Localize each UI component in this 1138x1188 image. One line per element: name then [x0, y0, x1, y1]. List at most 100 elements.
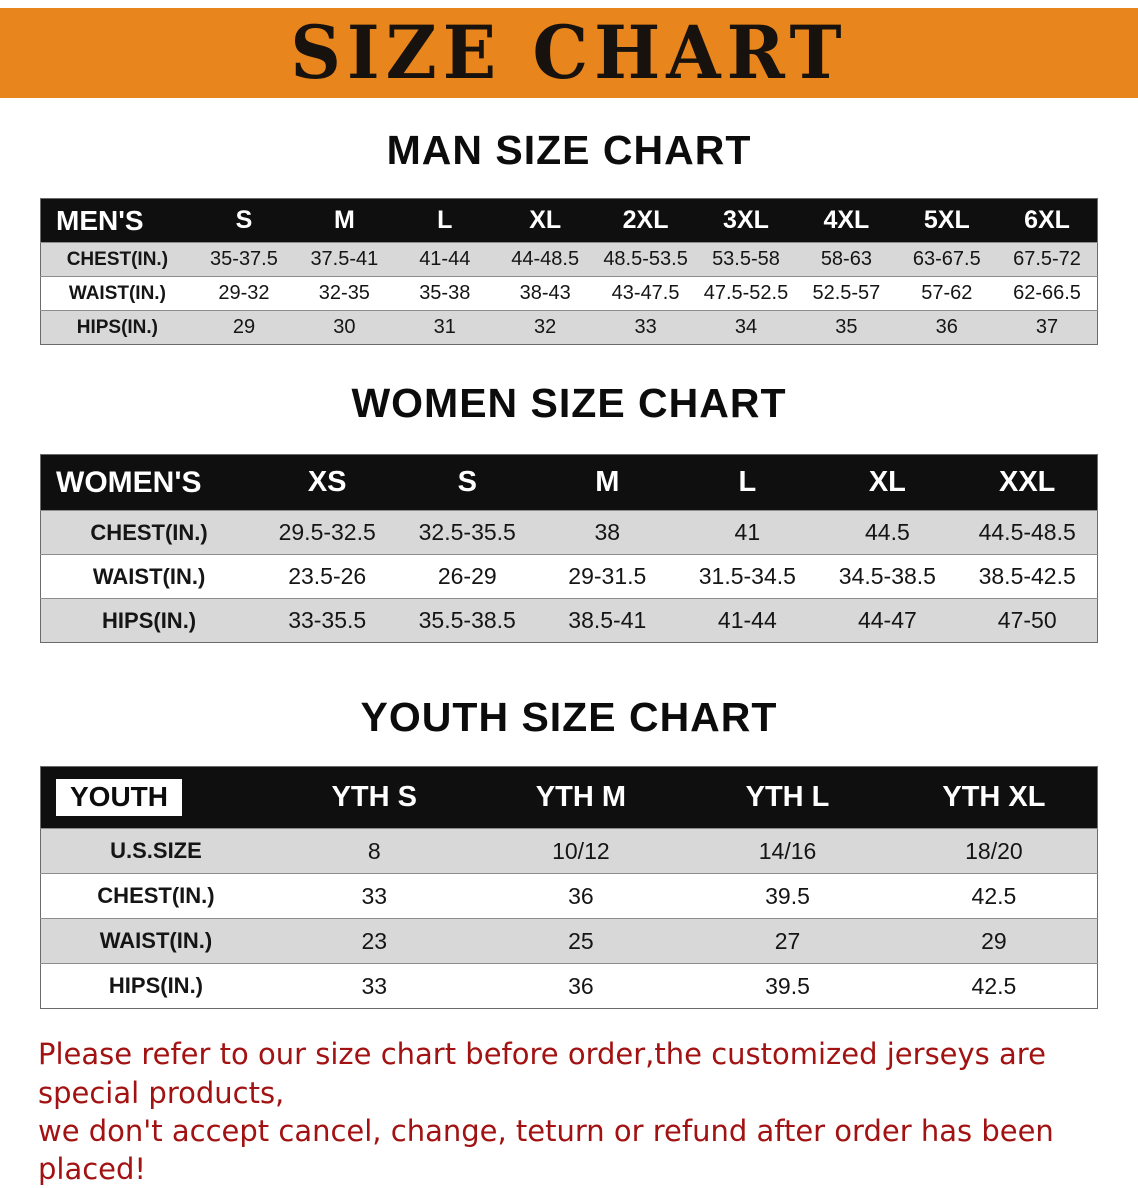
size-column-header: M — [537, 454, 678, 511]
size-column-header: L — [677, 454, 818, 511]
table-row: U.S.SIZE 8 10/12 14/16 18/20 — [40, 828, 1098, 874]
size-value: 48.5-53.5 — [595, 242, 696, 277]
size-value: 38.5-41 — [537, 598, 678, 643]
size-value: 34.5-38.5 — [817, 554, 958, 599]
size-value: 29.5-32.5 — [257, 510, 398, 555]
size-column-header: 5XL — [896, 198, 997, 243]
disclaimer-text: Please refer to our size chart before or… — [0, 1009, 1138, 1188]
size-value: 33 — [595, 310, 696, 345]
size-column-header: 2XL — [595, 198, 696, 243]
size-value: 32 — [494, 310, 596, 345]
size-value: 35.5-38.5 — [397, 598, 538, 643]
size-chart-banner: SIZE CHART — [0, 8, 1138, 98]
size-value: 14/16 — [684, 828, 891, 874]
table-row: HIPS(IN.) 33-35.5 35.5-38.5 38.5-41 41-44 44-… — [40, 598, 1098, 643]
size-value: 29-32 — [193, 276, 295, 311]
size-value: 35 — [796, 310, 897, 345]
table-row: CHEST(IN.) 35-37.5 37.5-41 41-44 44-48.5 48.5… — [40, 242, 1098, 277]
table-row: CHEST(IN.) 29.5-32.5 32.5-35.5 38 41 44.5 44.5… — [40, 510, 1098, 555]
man-size-chart-title: MAN SIZE CHART — [386, 127, 752, 173]
table-row: WAIST(IN.) 23.5-26 26-29 29-31.5 31.5-34.5 34… — [40, 554, 1098, 599]
table-corner-label: YOUTH — [40, 766, 271, 829]
size-value: 58-63 — [796, 242, 897, 277]
table-row: CHEST(IN.) 33 36 39.5 42.5 — [40, 873, 1098, 919]
size-value: 29 — [193, 310, 295, 345]
size-value: 38 — [537, 510, 678, 555]
banner-title: SIZE CHART — [290, 8, 848, 97]
size-value: 44.5 — [817, 510, 958, 555]
table-row: HIPS(IN.) 29 30 31 32 33 34 35 36 37 — [40, 310, 1098, 345]
size-value: 31 — [394, 310, 495, 345]
size-value: 39.5 — [684, 963, 891, 1009]
size-column-header: YTH S — [270, 766, 478, 829]
size-value: 36 — [477, 963, 685, 1009]
row-label: WAIST(IN.) — [40, 276, 194, 311]
size-column-header: 4XL — [796, 198, 897, 243]
size-value: 37.5-41 — [294, 242, 395, 277]
disclaimer-line-2: we don't accept cancel, change, teturn o… — [38, 1113, 1054, 1187]
youth-table-container: YOUTH YTH S YTH M YTH L YTH XL U.S.SIZE 8 10/12… — [0, 766, 1138, 1010]
size-value: 32-35 — [294, 276, 395, 311]
size-value: 35-37.5 — [193, 242, 295, 277]
size-value: 42.5 — [890, 963, 1098, 1009]
size-value: 34 — [695, 310, 797, 345]
row-label: CHEST(IN.) — [40, 242, 194, 277]
size-value: 53.5-58 — [695, 242, 797, 277]
size-column-header: XL — [817, 454, 958, 511]
size-value: 67.5-72 — [997, 242, 1098, 277]
size-value: 38.5-42.5 — [957, 554, 1098, 599]
row-label: HIPS(IN.) — [40, 598, 258, 643]
section-man-size-chart: MAN SIZE CHART MEN'S S M L XL 2XL 3XL 4XL 5XL 6XL… — [0, 127, 1138, 346]
size-value: 8 — [270, 828, 478, 874]
size-value: 18/20 — [890, 828, 1098, 874]
size-value: 44-47 — [817, 598, 958, 643]
section-women-size-chart: WOMEN SIZE CHART WOMEN'S XS S M L XL XXL CHEST(… — [0, 380, 1138, 644]
size-value: 10/12 — [477, 828, 685, 874]
row-label: WAIST(IN.) — [40, 554, 258, 599]
size-value: 44.5-48.5 — [957, 510, 1098, 555]
size-column-header: XXL — [957, 454, 1098, 511]
size-column-header: M — [294, 198, 395, 243]
size-value: 30 — [294, 310, 395, 345]
youth-size-chart-title: YOUTH SIZE CHART — [360, 694, 778, 741]
size-value: 63-67.5 — [896, 242, 997, 277]
row-label: CHEST(IN.) — [40, 510, 258, 555]
size-value: 26-29 — [397, 554, 538, 599]
row-label: CHEST(IN.) — [40, 873, 271, 919]
size-column-header: S — [193, 198, 295, 243]
size-value: 29-31.5 — [537, 554, 678, 599]
mens-table-container: MEN'S S M L XL 2XL 3XL 4XL 5XL 6XL CHEST(IN.) 35-37… — [0, 198, 1138, 346]
size-value: 23 — [270, 918, 478, 964]
size-value: 42.5 — [890, 873, 1098, 919]
size-value: 35-38 — [394, 276, 495, 311]
disclaimer-line-1: Please refer to our size chart before or… — [38, 1037, 1046, 1110]
table-row: HIPS(IN.) 33 36 39.5 42.5 — [40, 963, 1098, 1009]
size-value: 39.5 — [684, 873, 891, 919]
header-row: WOMEN'S XS S M L XL XXL — [40, 454, 1098, 511]
size-column-header: S — [397, 454, 538, 511]
table-row: WAIST(IN.) 29-32 32-35 35-38 38-43 43-47.5 47.… — [40, 276, 1098, 311]
mens-size-table: MEN'S S M L XL 2XL 3XL 4XL 5XL 6XL CHEST(IN.) 35-37… — [40, 198, 1098, 346]
size-value: 25 — [477, 918, 685, 964]
size-value: 36 — [477, 873, 685, 919]
size-value: 33 — [270, 873, 478, 919]
size-value: 57-62 — [896, 276, 997, 311]
size-value: 38-43 — [494, 276, 596, 311]
header-row: MEN'S S M L XL 2XL 3XL 4XL 5XL 6XL — [40, 198, 1098, 243]
size-value: 33-35.5 — [257, 598, 398, 643]
table-corner-label: WOMEN'S — [40, 454, 258, 511]
womens-size-table: WOMEN'S XS S M L XL XXL CHEST(IN.) 29.5-32.5 32.5… — [40, 454, 1098, 644]
size-column-header: 3XL — [695, 198, 797, 243]
size-value: 41 — [677, 510, 818, 555]
size-value: 31.5-34.5 — [677, 554, 818, 599]
row-label: HIPS(IN.) — [40, 310, 194, 345]
size-column-header: YTH L — [684, 766, 891, 829]
size-value: 41-44 — [394, 242, 495, 277]
header-row: YOUTH YTH S YTH M YTH L YTH XL — [40, 766, 1098, 829]
size-value: 62-66.5 — [997, 276, 1098, 311]
size-value: 36 — [896, 310, 997, 345]
size-value: 23.5-26 — [257, 554, 398, 599]
size-value: 41-44 — [677, 598, 818, 643]
row-label: HIPS(IN.) — [40, 963, 271, 1009]
boxed-corner-label: YOUTH — [56, 779, 182, 817]
